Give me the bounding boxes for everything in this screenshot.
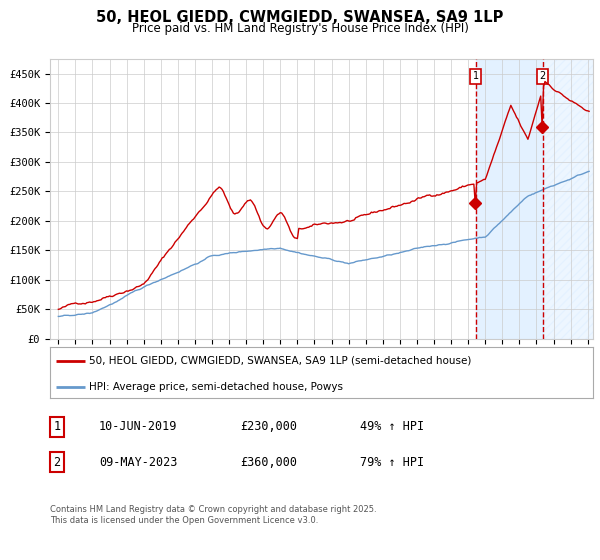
Text: HPI: Average price, semi-detached house, Powys: HPI: Average price, semi-detached house,… xyxy=(89,381,343,391)
Bar xyxy=(542,59,596,339)
Text: 1: 1 xyxy=(53,420,61,433)
Text: 50, HEOL GIEDD, CWMGIEDD, SWANSEA, SA9 1LP (semi-detached house): 50, HEOL GIEDD, CWMGIEDD, SWANSEA, SA9 1… xyxy=(89,356,471,366)
Text: Contains HM Land Registry data © Crown copyright and database right 2025.
This d: Contains HM Land Registry data © Crown c… xyxy=(50,505,376,525)
Text: 79% ↑ HPI: 79% ↑ HPI xyxy=(360,455,424,469)
Text: 1: 1 xyxy=(473,72,479,82)
Text: Price paid vs. HM Land Registry's House Price Index (HPI): Price paid vs. HM Land Registry's House … xyxy=(131,22,469,35)
Text: £230,000: £230,000 xyxy=(240,420,297,433)
Text: 2: 2 xyxy=(53,455,61,469)
Text: 10-JUN-2019: 10-JUN-2019 xyxy=(99,420,178,433)
Text: 09-MAY-2023: 09-MAY-2023 xyxy=(99,455,178,469)
Text: 49% ↑ HPI: 49% ↑ HPI xyxy=(360,420,424,433)
Text: £360,000: £360,000 xyxy=(240,455,297,469)
Text: 50, HEOL GIEDD, CWMGIEDD, SWANSEA, SA9 1LP: 50, HEOL GIEDD, CWMGIEDD, SWANSEA, SA9 1… xyxy=(97,10,503,25)
Text: 2: 2 xyxy=(539,72,546,82)
Bar xyxy=(476,59,542,339)
